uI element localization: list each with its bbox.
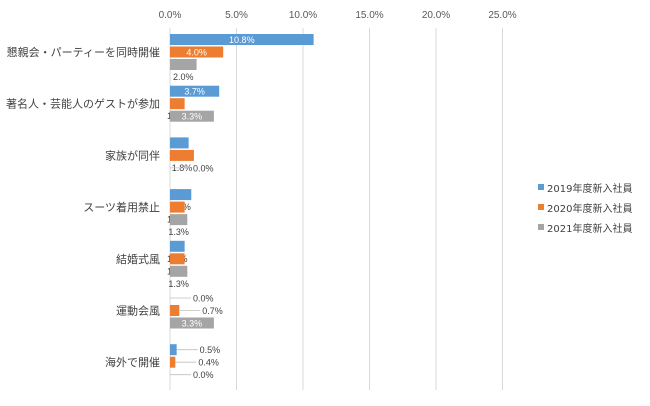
- data-label: 0.0%: [193, 370, 214, 380]
- data-label: 3.3%: [182, 112, 203, 122]
- category-label: スーツ着用禁止: [83, 200, 160, 214]
- data-label: 1.3%: [168, 279, 189, 289]
- legend-item-2019: 2019年度新入社員: [538, 177, 632, 197]
- bar: [170, 240, 185, 252]
- legend-swatch-2020: [538, 204, 544, 210]
- bar: [170, 189, 192, 201]
- data-label: 4.0%: [186, 48, 207, 58]
- chart-legend: 2019年度新入社員 2020年度新入社員 2021年度新入社員: [538, 177, 632, 237]
- category-label: 海外で開催: [105, 355, 160, 369]
- legend-item-2020: 2020年度新入社員: [538, 197, 632, 217]
- data-label: 0.0%: [193, 294, 214, 304]
- x-tick-label: 5.0%: [225, 10, 248, 21]
- legend-swatch-2021: [538, 224, 544, 230]
- data-label: 10.8%: [229, 35, 255, 45]
- data-label: 1.3%: [168, 227, 189, 237]
- data-label: 3.7%: [184, 87, 205, 97]
- data-label: 2.0%: [173, 72, 194, 82]
- bar: [170, 344, 177, 356]
- bar: [170, 356, 176, 368]
- bar: [170, 253, 185, 265]
- legend-swatch-2019: [538, 184, 544, 190]
- legend-item-2021: 2021年度新入社員: [538, 217, 632, 237]
- data-label: 3.3%: [182, 319, 203, 329]
- bar: [170, 46, 224, 58]
- category-label: 結婚式風: [116, 252, 160, 266]
- data-label: 0.0%: [193, 163, 214, 173]
- x-tick-label: 20.0%: [422, 10, 450, 21]
- bar: [170, 214, 188, 226]
- category-label: 家族が同伴: [105, 148, 160, 162]
- bar: [170, 305, 180, 316]
- category-label: 懇親会・パーティーを同時開催: [7, 45, 160, 59]
- data-label: 0.4%: [198, 358, 219, 368]
- bar: [170, 317, 214, 329]
- data-label: 0.5%: [200, 345, 221, 355]
- bar: [170, 34, 314, 45]
- bar: [170, 265, 188, 277]
- x-tick-label: 0.0%: [159, 10, 182, 21]
- legend-label-2019: 2019年度新入社員: [547, 183, 633, 195]
- x-tick-label: 10.0%: [289, 10, 317, 21]
- bar: [170, 137, 189, 149]
- category-label: 著名人・芸能人のゲストが参加: [6, 97, 160, 111]
- legend-label-2021: 2021年度新入社員: [547, 223, 633, 235]
- bar: [170, 98, 185, 110]
- x-tick-label: 15.0%: [355, 10, 383, 21]
- bar: [170, 59, 197, 70]
- x-tick-label: 25.0%: [488, 10, 516, 21]
- data-label: 0.7%: [202, 306, 223, 316]
- bar: [170, 149, 194, 161]
- bar: [170, 85, 220, 97]
- bar: [170, 201, 185, 213]
- category-label: 運動会風: [116, 304, 160, 318]
- bar: [170, 110, 214, 122]
- legend-label-2020: 2020年度新入社員: [547, 203, 633, 215]
